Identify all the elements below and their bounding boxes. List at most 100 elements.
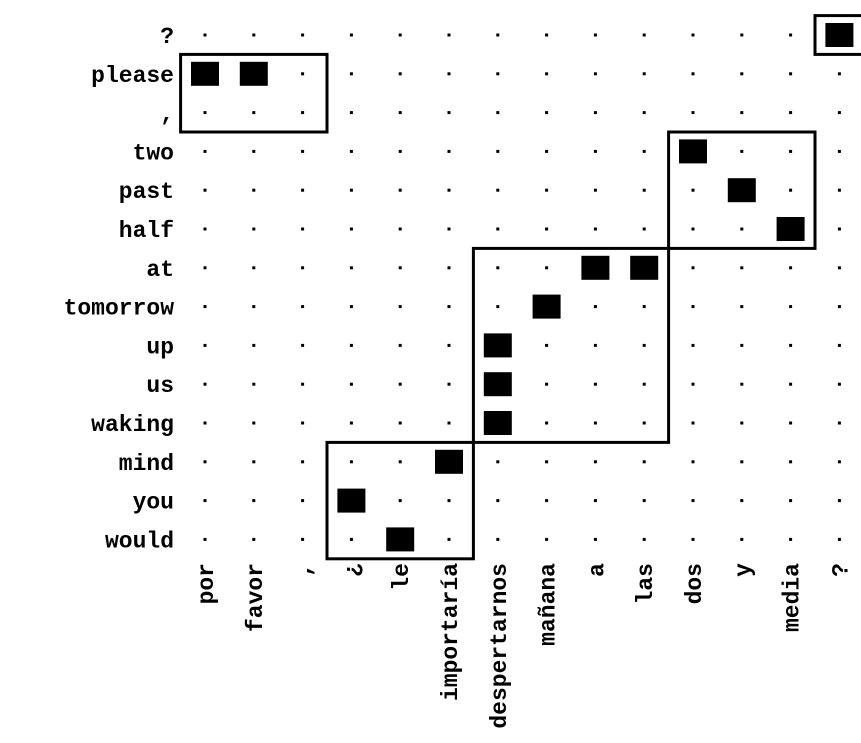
alignment-cell [191, 61, 219, 86]
grid-dot [301, 149, 305, 153]
grid-dot [203, 382, 207, 386]
grid-dot [642, 33, 646, 37]
grid-dot [496, 111, 500, 115]
grid-dot [398, 343, 402, 347]
source-word-label: y [731, 563, 757, 577]
grid-dot [789, 149, 793, 153]
grid-dot [301, 72, 305, 76]
grid-dot [691, 33, 695, 37]
grid-dot [545, 149, 549, 153]
grid-dot [203, 149, 207, 153]
target-word-label: , [160, 102, 174, 128]
target-word-label: us [146, 373, 174, 399]
grid-dot [349, 421, 353, 425]
grid-dot [642, 460, 646, 464]
source-word-labels: por favor, ¿ le importaría despertarnos mañana… [194, 563, 854, 729]
grid-dot [691, 421, 695, 425]
alignment-cell [483, 372, 512, 397]
alignment-cell [483, 333, 512, 358]
grid-dot [496, 33, 500, 37]
grid-dot [252, 421, 256, 425]
grid-dot [301, 33, 305, 37]
grid-dot [837, 382, 841, 386]
grid-dot [789, 111, 793, 115]
grid-dot [837, 421, 841, 425]
grid-dot [789, 33, 793, 37]
grid-dot [447, 266, 451, 270]
grid-dot [593, 305, 597, 309]
phrase-block [813, 14, 861, 56]
alignment-cell [825, 23, 854, 47]
grid-dot [301, 111, 305, 115]
grid-dot [252, 188, 256, 192]
grid-dot [691, 537, 695, 541]
grid-dot [349, 305, 353, 309]
grid-dot [837, 266, 841, 270]
source-word-label: por [194, 563, 220, 604]
grid-dot [691, 305, 695, 309]
grid-dot [496, 72, 500, 76]
source-word-label: media [780, 563, 806, 632]
grid-dot [398, 460, 402, 464]
grid-dot [496, 149, 500, 153]
grid-dot [398, 188, 402, 192]
source-word-label: dos [682, 563, 708, 604]
grid-dot [593, 33, 597, 37]
grid-dot [545, 33, 549, 37]
grid-dot [447, 499, 451, 503]
grid-dot [252, 499, 256, 503]
phrase-block [179, 52, 329, 134]
alignment-cell [532, 294, 561, 319]
grid-dot [789, 499, 793, 503]
grid-dot [545, 111, 549, 115]
grid-dot [398, 266, 402, 270]
source-word-label: las [633, 563, 659, 604]
phrase-block [471, 246, 671, 444]
grid-dot [837, 111, 841, 115]
grid-dot [447, 305, 451, 309]
grid-dot [545, 72, 549, 76]
grid-dot [545, 460, 549, 464]
grid-dot [398, 421, 402, 425]
grid-dot [496, 460, 500, 464]
grid-dot [593, 227, 597, 231]
grid-dot [691, 343, 695, 347]
grid-dot [545, 188, 549, 192]
grid-dot [203, 111, 207, 115]
source-word-label: favor [243, 563, 269, 632]
grid-dot [252, 149, 256, 153]
grid-dot [789, 382, 793, 386]
grid-dot [789, 421, 793, 425]
grid-dot [252, 266, 256, 270]
grid-dot [691, 111, 695, 115]
grid-dot [349, 266, 353, 270]
grid-dot [301, 499, 305, 503]
grid-dot [398, 72, 402, 76]
grid-dot [447, 537, 451, 541]
target-word-label: tomorrow [64, 296, 175, 322]
grid-dot [740, 266, 744, 270]
grid-dot [837, 343, 841, 347]
grid-dot [545, 343, 549, 347]
grid-dot [447, 188, 451, 192]
alignment-cell [776, 217, 805, 241]
grid-dot [203, 499, 207, 503]
grid-dot [593, 111, 597, 115]
grid-dot [203, 227, 207, 231]
grid-dot [837, 149, 841, 153]
grid-dot [642, 499, 646, 503]
grid-dot [349, 111, 353, 115]
grid-dot [203, 460, 207, 464]
grid-dot [203, 537, 207, 541]
grid-dot [398, 305, 402, 309]
grid-dot [740, 305, 744, 309]
alignment-cell [679, 139, 707, 164]
target-word-label: two [133, 140, 174, 166]
grid-dot [349, 227, 353, 231]
grid-dot [642, 72, 646, 76]
grid-dot [691, 460, 695, 464]
grid-dot [545, 499, 549, 503]
grid-dot [593, 460, 597, 464]
grid-dot [496, 499, 500, 503]
grid-dot [691, 266, 695, 270]
